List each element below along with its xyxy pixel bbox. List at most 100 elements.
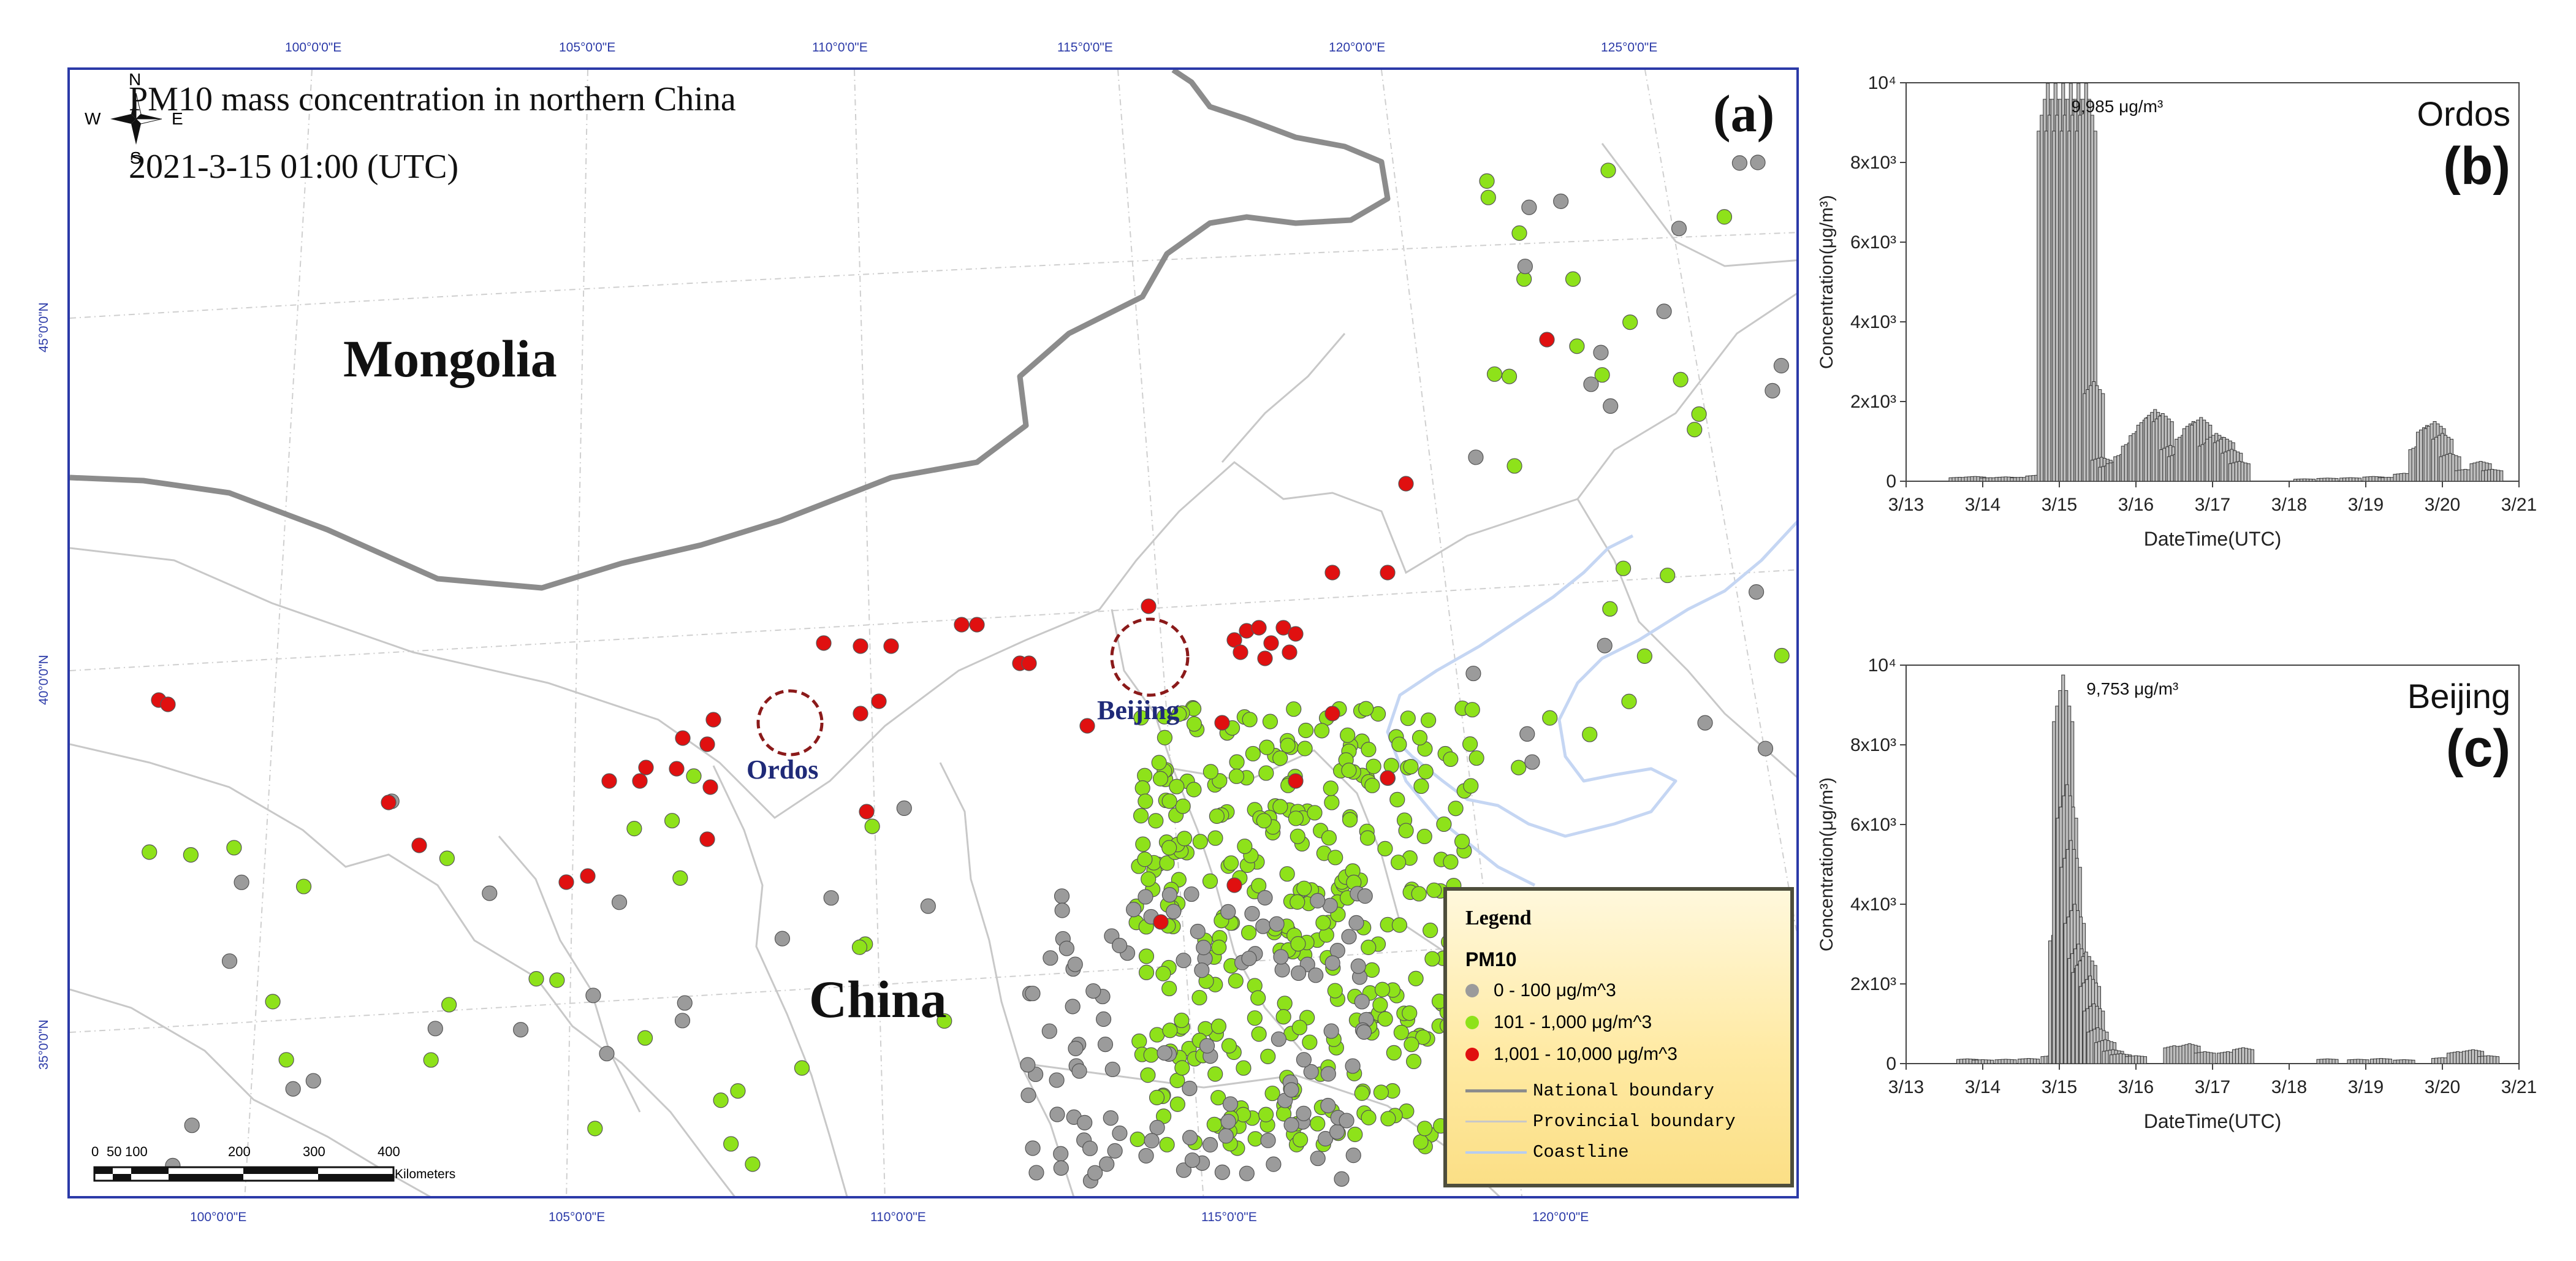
station-dot-gray <box>1308 967 1324 983</box>
station-dot-gray <box>1339 1113 1354 1129</box>
bar <box>2134 1055 2138 1064</box>
station-dot-green <box>1159 855 1175 871</box>
lat-label-left: 45°0'0"N <box>37 302 51 352</box>
station-dot-northeast <box>1660 567 1676 584</box>
provincial-boundary <box>1576 498 1796 778</box>
chart-title: Ordos <box>2417 94 2511 133</box>
bar <box>2059 867 2064 1064</box>
bar <box>2151 421 2156 482</box>
station-dot-gray <box>1041 1023 1057 1039</box>
station-dot-green <box>1161 840 1177 856</box>
scale-bar-unit: Kilometers <box>395 1167 456 1181</box>
bar <box>2434 436 2438 482</box>
bar <box>2200 1051 2204 1064</box>
bar <box>2490 1056 2493 1064</box>
station-dot-northeast <box>1616 560 1632 576</box>
station-dot-green <box>1258 1107 1274 1122</box>
legend-label: 1,001 - 10,000 μg/m^3 <box>1494 1044 1677 1064</box>
legend-swatch-green <box>1465 1016 1479 1029</box>
bar <box>2469 463 2474 482</box>
bar <box>1958 477 1962 482</box>
bar <box>2460 469 2464 482</box>
station-dot-gray <box>1310 1150 1326 1167</box>
station-dot-green <box>1221 1038 1237 1054</box>
station-dot-red <box>969 617 985 633</box>
bar <box>2493 1056 2496 1064</box>
scale-tick-400: 400 <box>378 1144 400 1159</box>
station-dot-green <box>1134 780 1150 796</box>
bar <box>1955 477 1959 482</box>
station-dot-gray <box>1097 1036 1114 1053</box>
station-dot-northeast <box>1486 366 1503 382</box>
station-dot-green <box>1133 808 1149 824</box>
station-dot-red <box>699 831 715 847</box>
station-dot-gray <box>1291 965 1307 981</box>
station-dot-green <box>1324 794 1340 810</box>
station-dot-red <box>1324 565 1340 581</box>
station-dot-green <box>1342 812 1358 828</box>
station-dot-red <box>1257 650 1273 666</box>
station-dot-west <box>794 1060 810 1076</box>
station-dot-west <box>142 844 158 860</box>
station-dot-green <box>1408 970 1424 986</box>
station-dot-green <box>1463 778 1479 794</box>
bar <box>2182 428 2186 482</box>
station-dot-gray <box>1182 1080 1198 1097</box>
station-dot-west <box>774 931 791 947</box>
station-dot-green <box>1191 989 1207 1006</box>
x-tick-label: 3/20 <box>2425 495 2460 515</box>
station-dot-gray <box>1182 1130 1198 1146</box>
bar <box>2471 1049 2475 1064</box>
station-dot-green <box>1391 736 1407 752</box>
bar <box>2426 425 2431 482</box>
station-dot-red <box>1324 706 1340 722</box>
station-dot-northeast <box>1750 154 1766 170</box>
provincial-boundary <box>939 762 1075 1196</box>
station-dot-green <box>1436 816 1452 832</box>
bar <box>1984 1059 1988 1064</box>
bar <box>1972 1059 1975 1064</box>
station-dot-red <box>1079 718 1095 734</box>
station-dot-green <box>1264 1085 1280 1102</box>
station-dot-green <box>1323 780 1339 796</box>
bar <box>2089 1030 2094 1064</box>
bar <box>1997 476 2002 482</box>
bar <box>2359 1059 2363 1064</box>
station-dot-west <box>305 1073 321 1089</box>
station-dot-red <box>699 736 715 752</box>
bar <box>2004 1059 2008 1064</box>
graticule-lat-40 <box>70 569 1796 671</box>
station-dot-northeast <box>1671 221 1687 237</box>
station-dot-gray <box>1054 902 1070 918</box>
bar <box>2004 476 2008 482</box>
bar <box>2036 1059 2040 1064</box>
bar <box>2402 1059 2406 1064</box>
station-dot-west <box>441 997 457 1013</box>
station-dot-northeast <box>1773 357 1790 374</box>
station-dot-gray <box>1054 888 1070 904</box>
bar <box>1967 476 1971 482</box>
bar <box>2342 478 2346 482</box>
bar <box>2453 1051 2456 1064</box>
bar <box>2350 1059 2354 1064</box>
station-dot-gray <box>1053 1146 1069 1162</box>
station-dot-green <box>1157 730 1173 745</box>
station-dot-red <box>1226 877 1242 893</box>
station-dot-red <box>1021 655 1037 671</box>
station-dot-west <box>745 1156 761 1172</box>
bar <box>2382 1058 2386 1064</box>
bar <box>2339 478 2343 482</box>
bar <box>2408 1059 2412 1064</box>
bar <box>2031 475 2035 482</box>
station-dot-gray <box>1112 1126 1128 1141</box>
bar <box>2390 477 2394 482</box>
bar <box>1987 1059 1991 1064</box>
station-dot-green <box>1131 1033 1147 1050</box>
bar <box>2431 1057 2435 1064</box>
station-dot-green <box>1366 758 1381 774</box>
station-dot-green <box>1209 808 1225 824</box>
bar <box>2108 462 2113 482</box>
legend-line-coastline <box>1465 1151 1527 1154</box>
station-dot-green <box>1272 799 1288 815</box>
station-dot-gray <box>1104 1061 1120 1078</box>
